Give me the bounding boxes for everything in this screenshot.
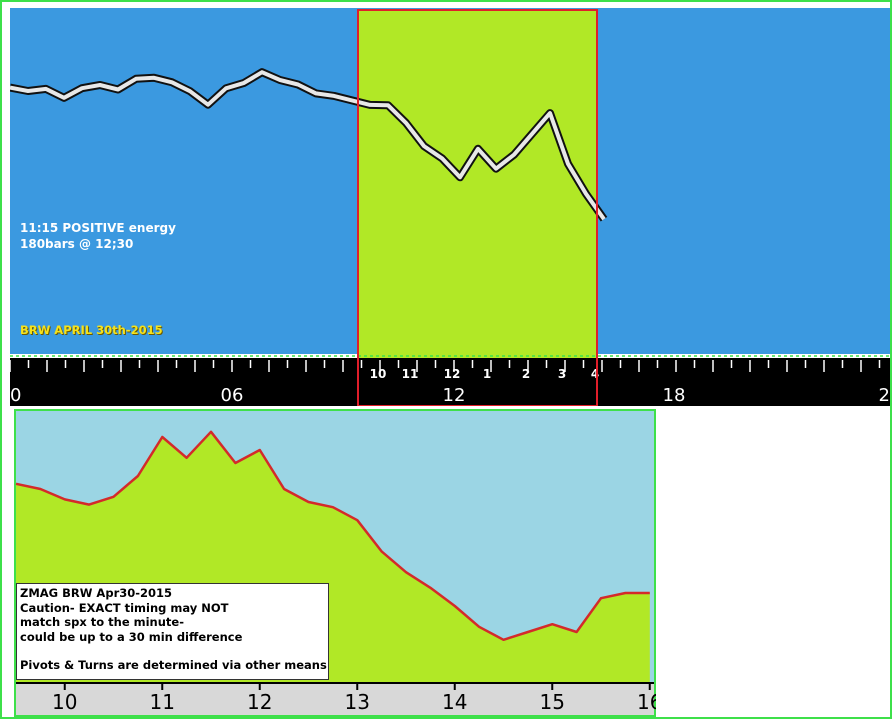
day-label: 12 — [443, 385, 466, 406]
day-label: 06 — [221, 385, 244, 406]
signature-label: BRW APRIL 30th-2015 — [20, 323, 163, 337]
highlight-outline — [357, 9, 598, 406]
index-line — [10, 70, 606, 221]
x-tick-label: 14 — [442, 690, 467, 714]
bottom-axis-bar — [16, 683, 654, 715]
note-line — [20, 644, 325, 658]
hour-label: 4 — [591, 367, 599, 381]
x-tick-label: 12 — [247, 690, 272, 714]
annotation-energy: 11:15 POSITIVE energy — [20, 221, 176, 235]
x-tick-label: 13 — [345, 690, 370, 714]
hour-label: 12 — [444, 367, 461, 381]
x-tick-label: 10 — [52, 690, 77, 714]
note-line: match spx to the minute- — [20, 615, 185, 629]
bottom-x-axis: 10 11 12 13 14 15 16 — [52, 683, 656, 714]
bottom-chart: 10 11 12 13 14 15 16 — [15, 411, 656, 715]
x-tick-label: 11 — [150, 690, 175, 714]
day-label: 00 — [10, 385, 21, 406]
time-axis-bar — [10, 358, 890, 406]
caution-note: ZMAG BRW Apr30-2015 Caution- EXACT timin… — [16, 583, 329, 680]
day-axis-labels: 00 06 12 18 24 — [10, 385, 890, 406]
note-line: Caution- EXACT timing may NOT — [20, 600, 229, 615]
hour-label: 3 — [558, 367, 566, 381]
x-tick-label: 15 — [540, 690, 565, 714]
note-line: could be up to a 30 min difference — [20, 629, 243, 644]
x-tick-label: 16 — [637, 690, 656, 714]
hour-label: 10 — [370, 367, 387, 381]
hour-label: 11 — [402, 367, 419, 381]
annotation-bars: 180bars @ 12;30 — [20, 237, 134, 251]
energy-line — [15, 430, 650, 642]
hour-label: 1 — [483, 367, 491, 381]
hour-label: 2 — [522, 367, 530, 381]
highlight-top-cover — [358, 10, 597, 354]
note-line: Pivots & Turns are determined via other … — [20, 658, 327, 672]
day-label: 18 — [663, 385, 686, 406]
note-line: ZMAG BRW Apr30-2015 — [20, 586, 173, 600]
bottom-frame — [14, 409, 656, 717]
highlight-hour-labels: 10 11 12 1 2 3 4 — [370, 367, 600, 381]
time-axis-ticks — [10, 360, 881, 372]
day-label: 24 — [879, 385, 890, 406]
